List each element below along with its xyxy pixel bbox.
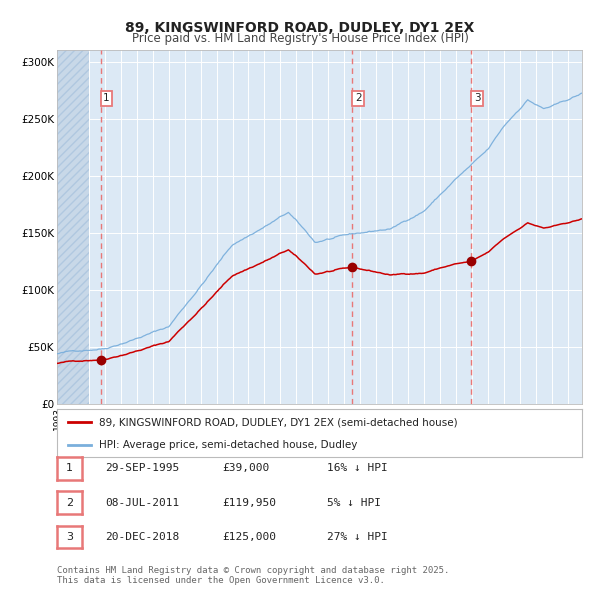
Text: 5% ↓ HPI: 5% ↓ HPI xyxy=(327,498,381,507)
Text: 1: 1 xyxy=(66,464,73,473)
Text: 20-DEC-2018: 20-DEC-2018 xyxy=(105,532,179,542)
Text: 1: 1 xyxy=(103,93,110,103)
Bar xyxy=(57,50,89,404)
Text: £125,000: £125,000 xyxy=(222,532,276,542)
Text: 89, KINGSWINFORD ROAD, DUDLEY, DY1 2EX (semi-detached house): 89, KINGSWINFORD ROAD, DUDLEY, DY1 2EX (… xyxy=(99,417,458,427)
Text: £119,950: £119,950 xyxy=(222,498,276,507)
Text: 89, KINGSWINFORD ROAD, DUDLEY, DY1 2EX: 89, KINGSWINFORD ROAD, DUDLEY, DY1 2EX xyxy=(125,21,475,35)
Text: £39,000: £39,000 xyxy=(222,464,269,473)
Text: 2: 2 xyxy=(355,93,362,103)
Text: 27% ↓ HPI: 27% ↓ HPI xyxy=(327,532,388,542)
Text: 3: 3 xyxy=(66,532,73,542)
Text: HPI: Average price, semi-detached house, Dudley: HPI: Average price, semi-detached house,… xyxy=(99,440,358,450)
Text: 08-JUL-2011: 08-JUL-2011 xyxy=(105,498,179,507)
Text: 16% ↓ HPI: 16% ↓ HPI xyxy=(327,464,388,473)
Text: Contains HM Land Registry data © Crown copyright and database right 2025.
This d: Contains HM Land Registry data © Crown c… xyxy=(57,566,449,585)
Text: Price paid vs. HM Land Registry's House Price Index (HPI): Price paid vs. HM Land Registry's House … xyxy=(131,32,469,45)
Text: 3: 3 xyxy=(474,93,481,103)
Text: 2: 2 xyxy=(66,498,73,507)
Text: 29-SEP-1995: 29-SEP-1995 xyxy=(105,464,179,473)
